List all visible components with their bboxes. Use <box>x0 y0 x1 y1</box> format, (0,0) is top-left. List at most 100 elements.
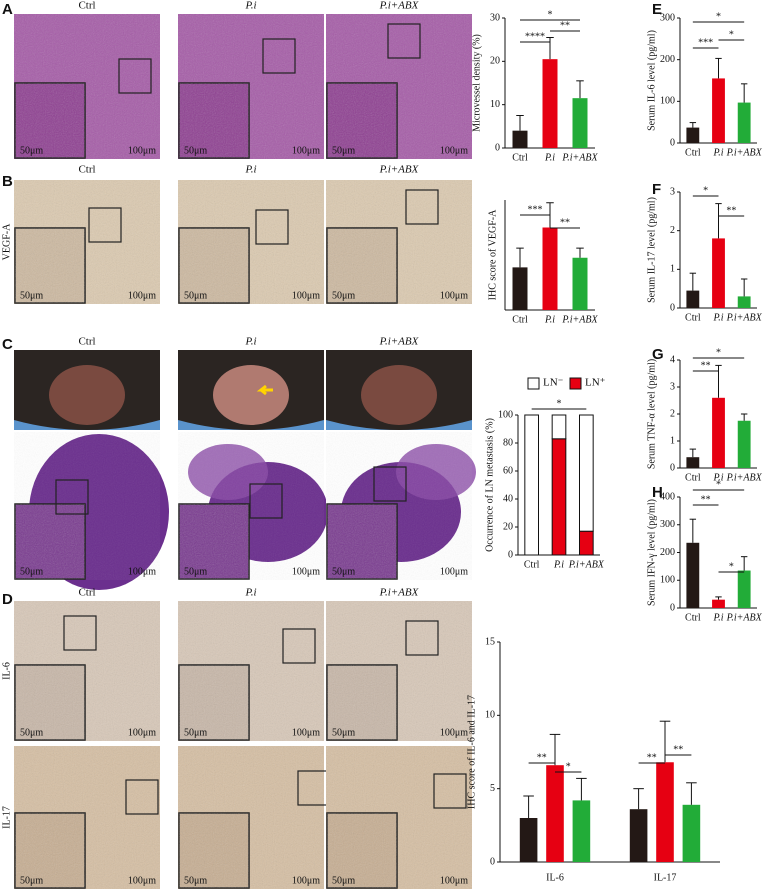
panel-letter: G <box>652 346 664 363</box>
y-tick-label: 300 <box>660 519 675 530</box>
inset-texture <box>15 228 85 303</box>
scale-label: 100μm <box>440 145 468 156</box>
roi-box <box>63 615 97 651</box>
dissection <box>361 365 437 425</box>
y-tick-label: 10 <box>485 710 495 721</box>
x-tick-label: P.i <box>544 152 555 163</box>
group-header: Ctrl <box>78 164 95 176</box>
x-tick-label: Ctrl <box>512 314 528 325</box>
x-tick-label: Ctrl <box>685 147 701 158</box>
significance-label: * <box>557 398 562 409</box>
y-tick-label: 100 <box>498 409 513 420</box>
y-tick-label: 300 <box>660 12 675 23</box>
scale-label: 50μm <box>332 727 355 738</box>
bar <box>572 98 588 148</box>
significance-label: * <box>566 761 571 772</box>
y-axis-label: Occurrence of LN metastasis (%) <box>484 418 495 552</box>
scale-label: 100μm <box>292 145 320 156</box>
scale-label: 50μm <box>332 290 355 301</box>
group-header: Ctrl <box>78 587 95 599</box>
inset-texture <box>327 504 397 579</box>
scale-label: 50μm <box>20 727 43 738</box>
y-axis-label: IHC score of VEGF-A <box>487 209 498 300</box>
x-tick-label: IL-17 <box>654 872 677 883</box>
legend-label: LN⁺ <box>585 377 606 389</box>
inset-texture <box>179 504 249 579</box>
x-tick-label: P.i <box>712 312 723 323</box>
legend-label: LN⁻ <box>543 377 564 389</box>
group-header: P.i <box>244 0 256 12</box>
scale-label: 100μm <box>292 875 320 886</box>
dissection <box>213 365 289 425</box>
x-tick-label: Ctrl <box>685 612 701 623</box>
bar <box>686 457 700 468</box>
significance-label: ** <box>701 360 711 371</box>
scale-label: 100μm <box>440 875 468 886</box>
scale-label: 50μm <box>332 875 355 886</box>
group-header: P.i+ABX <box>379 587 420 599</box>
panel-letter: C <box>2 336 13 353</box>
inset-texture <box>327 813 397 888</box>
significance-label: ** <box>537 752 547 763</box>
x-tick-label: P.i+ABX <box>568 559 605 570</box>
x-tick-label: P.i <box>712 612 723 623</box>
scale-label: 100μm <box>292 290 320 301</box>
scale-label: 100μm <box>440 290 468 301</box>
panel-letter: A <box>2 1 13 18</box>
roi-box <box>55 479 89 515</box>
y-tick-label: 100 <box>660 575 675 586</box>
group-header: P.i <box>244 336 256 348</box>
significance-label: *** <box>528 204 543 215</box>
y-tick-label: 20 <box>490 56 500 67</box>
scale-label: 50μm <box>184 145 207 156</box>
y-axis-label: Serum IFN-γ level (pg/ml) <box>646 499 657 606</box>
panel-letter: B <box>2 173 13 190</box>
legend-swatch <box>527 377 540 390</box>
group-header: P.i <box>244 587 256 599</box>
row-label: IL-17 <box>1 806 12 829</box>
inset-texture <box>327 665 397 740</box>
bar <box>542 227 558 310</box>
scale-label: 50μm <box>184 566 207 577</box>
bar <box>572 800 591 862</box>
y-tick-label: 2 <box>670 225 675 236</box>
group-header: P.i+ABX <box>379 0 420 12</box>
x-tick-label: P.i+ABX <box>561 152 598 163</box>
significance-label: * <box>716 479 721 490</box>
inset-texture <box>179 228 249 303</box>
inset-texture <box>15 813 85 888</box>
bar-segment <box>579 530 594 556</box>
dissection <box>49 365 125 425</box>
y-tick-label: 4 <box>670 354 675 365</box>
significance-label: ** <box>647 752 657 763</box>
scale-label: 100μm <box>292 566 320 577</box>
row-label: IL-6 <box>1 662 12 680</box>
x-tick-label: P.i <box>544 314 555 325</box>
roi-box <box>373 466 407 502</box>
scale-label: 50μm <box>184 875 207 886</box>
y-axis-label: Serum TNF-α level (pg/ml) <box>646 359 657 469</box>
bar <box>629 809 648 862</box>
group-header: P.i+ABX <box>379 164 420 176</box>
bar <box>512 267 528 310</box>
roi-box <box>387 23 421 59</box>
significance-label: ** <box>726 205 736 216</box>
significance-label: * <box>716 347 721 358</box>
y-tick-label: 100 <box>660 96 675 107</box>
bar <box>519 818 538 862</box>
bar <box>686 290 700 308</box>
roi-box <box>125 779 159 815</box>
scale-label: 100μm <box>128 566 156 577</box>
bar <box>512 130 528 148</box>
scale-label: 100μm <box>440 727 468 738</box>
x-tick-label: Ctrl <box>524 559 540 570</box>
scale-label: 50μm <box>184 290 207 301</box>
bar <box>686 542 700 608</box>
x-tick-label: P.i <box>553 559 564 570</box>
scale-label: 100μm <box>128 145 156 156</box>
roi-box <box>433 773 467 809</box>
group-header: Ctrl <box>78 336 95 348</box>
y-tick-label: 200 <box>660 54 675 65</box>
y-tick-label: 0 <box>670 302 675 313</box>
scale-label: 50μm <box>20 875 43 886</box>
